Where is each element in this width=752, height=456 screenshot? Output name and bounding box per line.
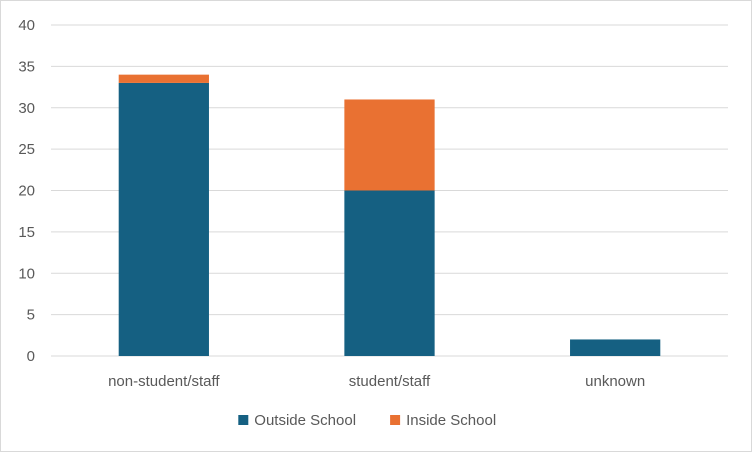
y-tick-label: 15 [18, 224, 35, 241]
x-tick-label: unknown [585, 373, 645, 390]
y-tick-label: 25 [18, 141, 35, 158]
legend-label: Inside School [406, 412, 496, 429]
bar-segment [118, 82, 209, 357]
y-tick-label: 20 [18, 183, 35, 200]
bars [118, 74, 661, 357]
bar-segment [570, 339, 661, 356]
bar-segment [344, 99, 435, 191]
legend-swatch [390, 415, 401, 425]
x-tick-label: student/staff [349, 373, 431, 390]
y-tick-label: 10 [18, 265, 35, 282]
bar-segment [344, 190, 435, 356]
legend-item: Outside School [238, 412, 356, 429]
legend-swatch [238, 415, 249, 425]
y-tick-label: 0 [27, 348, 35, 365]
legend-label: Outside School [254, 412, 356, 429]
x-tick-label: non-student/staff [108, 373, 220, 390]
y-axis-tick-labels: 0 5 10 15 20 25 30 35 40 [18, 17, 35, 365]
bar-segment [118, 74, 209, 83]
y-tick-label: 40 [18, 17, 35, 34]
y-tick-label: 5 [27, 307, 35, 324]
legend-item: Inside School [390, 412, 496, 429]
legend: Outside School Inside School [238, 412, 496, 429]
x-axis-tick-labels: non-student/staff student/staff unknown [108, 373, 645, 390]
y-tick-label: 30 [18, 100, 35, 117]
y-tick-label: 35 [18, 58, 35, 75]
